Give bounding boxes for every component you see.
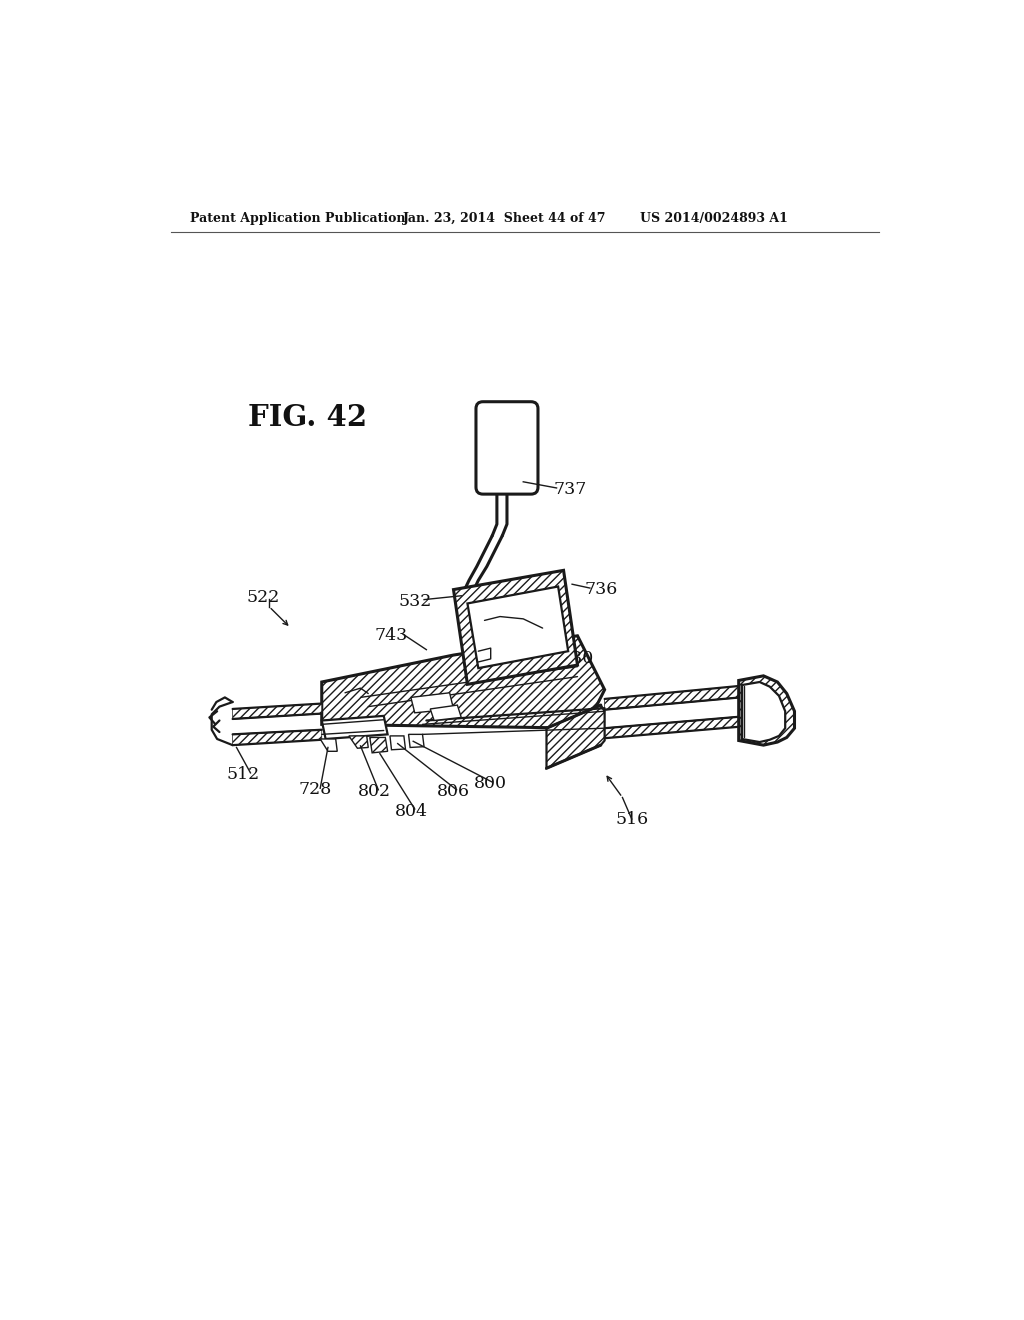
Text: 806: 806 — [437, 783, 470, 800]
Text: Jan. 23, 2014  Sheet 44 of 47: Jan. 23, 2014 Sheet 44 of 47 — [403, 213, 606, 224]
Text: Patent Application Publication: Patent Application Publication — [190, 213, 406, 224]
Polygon shape — [322, 636, 604, 729]
Polygon shape — [232, 730, 322, 744]
Text: 516: 516 — [615, 810, 648, 828]
Polygon shape — [547, 705, 604, 768]
Polygon shape — [467, 586, 568, 668]
Polygon shape — [232, 704, 322, 719]
Text: 800: 800 — [474, 775, 507, 792]
Polygon shape — [322, 715, 388, 739]
Polygon shape — [411, 693, 454, 713]
Polygon shape — [741, 682, 785, 742]
Text: 804: 804 — [394, 803, 427, 820]
Polygon shape — [349, 737, 369, 748]
Text: FIG. 42: FIG. 42 — [248, 404, 368, 432]
Text: 532: 532 — [398, 593, 431, 610]
Polygon shape — [604, 686, 740, 710]
Polygon shape — [409, 734, 424, 747]
FancyBboxPatch shape — [476, 401, 538, 494]
Polygon shape — [370, 738, 388, 752]
Text: 737: 737 — [553, 480, 587, 498]
Text: 802: 802 — [357, 783, 391, 800]
Text: 730: 730 — [561, 651, 594, 668]
Text: 522: 522 — [247, 589, 281, 606]
Polygon shape — [454, 570, 578, 684]
Polygon shape — [390, 737, 406, 750]
Text: 512: 512 — [226, 766, 259, 783]
Polygon shape — [738, 676, 795, 744]
Text: 736: 736 — [584, 581, 617, 598]
Text: 728: 728 — [299, 781, 332, 799]
Text: 743: 743 — [375, 627, 409, 644]
Polygon shape — [430, 705, 461, 721]
Polygon shape — [604, 717, 740, 738]
Text: US 2014/0024893 A1: US 2014/0024893 A1 — [640, 213, 787, 224]
Polygon shape — [321, 739, 337, 751]
